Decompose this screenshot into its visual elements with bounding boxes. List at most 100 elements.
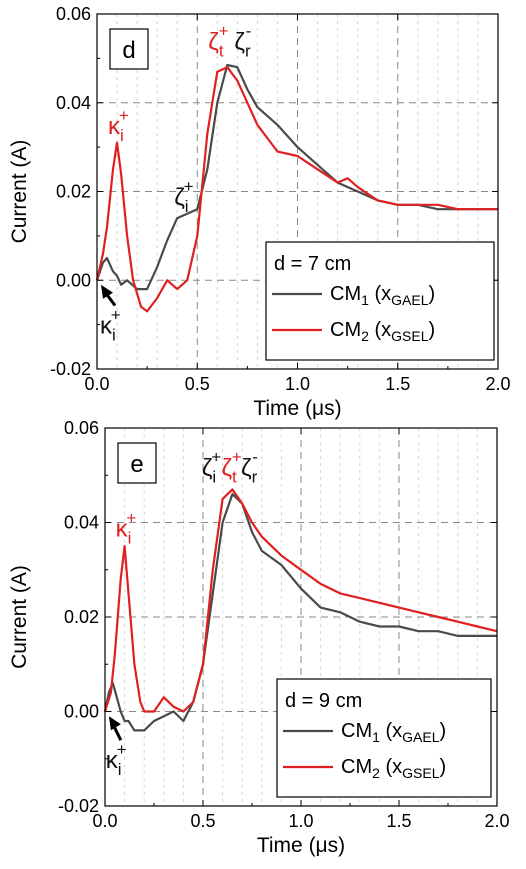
legend-label-cm2: CM2 (xGSEL) [341, 756, 446, 781]
x-tick-label: 0.5 [185, 374, 210, 394]
annotation-zeta-t: ζt+ [221, 447, 241, 486]
legend-label-close: ) [428, 283, 435, 305]
x-tick-label: 2.0 [485, 374, 510, 394]
panel-e: 0.0 0.5 1.0 1.5 2.0 -0.02 0.00 0.02 0.04 0.06 Time… [8, 418, 510, 857]
annotation-sub: t [232, 467, 237, 486]
annotation-sub: r [252, 467, 258, 486]
series-line-cm2 [95, 66, 498, 313]
legend-label-open: (x [380, 756, 402, 778]
legend-label-cm2: CM2 (xGSEL) [330, 319, 435, 344]
annotation-sup: + [126, 509, 136, 528]
y-tick-label: -0.02 [50, 359, 91, 379]
annotation-sub: i [118, 760, 122, 779]
y-axis-title: Current (A) [8, 565, 31, 669]
panel-label: e [130, 451, 143, 478]
annotation-symbol: ζ [234, 29, 245, 56]
y-axis-title: Current (A) [8, 140, 31, 244]
series-line-cm1 [103, 493, 497, 732]
x-tick-label: 1.0 [288, 811, 313, 831]
legend-label-vsub: GSEL [402, 765, 440, 781]
x-tick-label: 1.0 [285, 374, 310, 394]
annotation-sup: + [219, 22, 229, 41]
legend-box [276, 678, 492, 798]
annotation-zeta-i: ζi+ [174, 177, 193, 216]
legend-label-cm1: CM1 (xGAEL) [330, 283, 435, 308]
annotation-sub: i [120, 126, 124, 145]
annotation-kappa-i: κi+ [106, 740, 127, 779]
annotation-sub: r [245, 42, 251, 61]
legend-title: d = 9 cm [285, 690, 362, 712]
legend-label-sub: 2 [372, 765, 380, 781]
annotation-sup: + [211, 447, 221, 466]
annotation-zeta-i: ζi+ [202, 447, 221, 486]
annotation-sub: i [128, 529, 132, 548]
annotation-sub: i [185, 197, 189, 216]
annotation-sub: t [219, 42, 224, 61]
legend-label-base: CM [330, 319, 361, 341]
annotation-symbol: ζ [202, 454, 213, 481]
annotation-sup: + [232, 447, 242, 466]
legend-label-close: ) [428, 319, 435, 341]
annotation-sup: - [246, 22, 252, 41]
legend-title: d = 7 cm [274, 253, 351, 275]
legend-box [265, 241, 495, 361]
x-tick-label: 0.5 [190, 811, 215, 831]
annotation-sup: + [119, 106, 129, 125]
annotation-zeta-t: ζt+ [208, 22, 228, 61]
legend-label-open: (x [369, 319, 391, 341]
panel-d: 0.0 0.5 1.0 1.5 2.0 -0.02 0.00 0.02 0.04 0.06 Time… [8, 4, 511, 420]
y-tick-label: 0.00 [56, 270, 91, 290]
annotation-symbol: κ [108, 113, 121, 140]
annotation-kappa-i: κi+ [100, 306, 121, 345]
legend-label-sub: 1 [372, 729, 380, 745]
y-tick-label: 0.04 [64, 513, 99, 533]
panel-label: d [122, 37, 135, 64]
annotation-zeta-r: ζr- [234, 22, 251, 61]
y-tick-label: 0.06 [56, 4, 91, 24]
annotation-symbol: ζ [208, 29, 219, 56]
x-axis-title: Time (μs) [257, 834, 345, 857]
annotation-kappa-i: κi+ [116, 509, 137, 548]
annotation-symbol: κ [100, 313, 113, 340]
panel-label-box [109, 28, 149, 70]
y-tick-label: 0.02 [56, 182, 91, 202]
annotation-symbol: κ [116, 516, 129, 543]
arrow-head [101, 284, 114, 299]
annotation-symbol: ζ [174, 184, 185, 211]
annotation-sup: + [184, 177, 194, 196]
y-tick-label: -0.02 [58, 796, 99, 816]
legend-label-cm1: CM1 (xGAEL) [341, 720, 446, 745]
legend-label-base: CM [330, 283, 361, 305]
annotation-sub: i [212, 467, 216, 486]
annotation-symbol: ζ [241, 454, 252, 481]
y-tick-label: 0.02 [64, 607, 99, 627]
series-line-cm2 [103, 488, 498, 713]
legend-label-open: (x [369, 283, 391, 305]
panel-label-box [117, 442, 157, 484]
x-tick-label: 2.0 [484, 811, 509, 831]
legend-label-sub: 1 [361, 292, 369, 308]
annotation-kappa-i: κi+ [108, 106, 129, 145]
y-tick-label: 0.04 [56, 93, 91, 113]
y-tick-label: 0.06 [64, 418, 99, 438]
y-tick-label: 0.00 [64, 702, 99, 722]
legend-label-close: ) [439, 756, 446, 778]
annotation-symbol: ζ [221, 454, 232, 481]
legend-label-sub: 2 [361, 328, 369, 344]
legend-label-open: (x [380, 720, 402, 742]
legend-label-vsub: GAEL [402, 729, 440, 745]
x-tick-label: 1.5 [385, 374, 410, 394]
annotation-sup: + [111, 306, 121, 325]
legend-label-vsub: GAEL [391, 292, 429, 308]
legend-label-vsub: GSEL [391, 328, 429, 344]
x-tick-label: 0.0 [84, 374, 109, 394]
legend-label-base: CM [341, 756, 372, 778]
annotation-sup: - [252, 447, 258, 466]
x-tick-label: 1.5 [386, 811, 411, 831]
annotation-sub: i [112, 326, 116, 345]
annotation-symbol: κ [106, 747, 119, 774]
annotation-sup: + [117, 740, 127, 759]
x-tick-label: 0.0 [92, 811, 117, 831]
annotation-zeta-r: ζr- [241, 447, 258, 486]
